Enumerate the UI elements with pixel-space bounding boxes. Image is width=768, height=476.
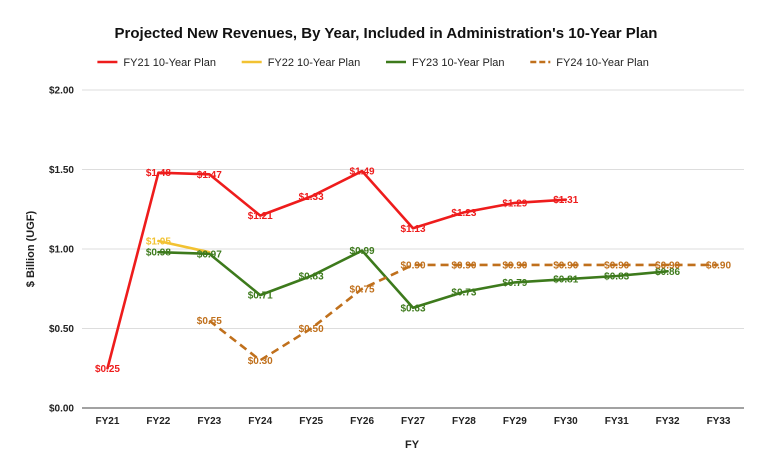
x-tick-label: FY28: [452, 416, 476, 427]
series-line: [106, 169, 568, 370]
data-label: $0.75: [350, 284, 375, 295]
data-label: $0.90: [553, 260, 578, 271]
data-label: $1.21: [248, 211, 273, 222]
x-tick-label: FY25: [299, 416, 323, 427]
series-lines: [106, 169, 719, 370]
series-line: [157, 249, 669, 310]
y-axis-title: $ Billion (UGF): [25, 210, 37, 287]
data-label: $0.71: [248, 291, 273, 302]
legend-label: FY24 10-Year Plan: [556, 57, 649, 69]
data-label: $0.90: [655, 260, 680, 271]
data-label: $1.23: [451, 208, 476, 219]
data-label: $0.73: [451, 287, 476, 298]
x-tick-label: FY21: [96, 416, 120, 427]
legend-label: FY21 10-Year Plan: [123, 57, 216, 69]
series-line: [157, 239, 211, 254]
x-tick-label: FY31: [605, 416, 629, 427]
y-tick-label: $1.00: [49, 245, 74, 256]
data-label: $0.90: [400, 260, 425, 271]
x-tick-label: FY32: [656, 416, 680, 427]
x-tick-label: FY29: [503, 416, 527, 427]
data-label: $1.49: [350, 167, 375, 178]
x-tick-label: FY30: [554, 416, 578, 427]
data-label: $1.47: [197, 170, 222, 181]
data-label: $0.25: [95, 364, 120, 375]
x-tick-label: FY33: [707, 416, 731, 427]
x-axis-title: FY: [405, 439, 420, 451]
data-label: $1.31: [553, 195, 578, 206]
data-label: $1.29: [502, 198, 527, 209]
data-label: $0.81: [553, 275, 578, 286]
legend-label: FY22 10-Year Plan: [268, 57, 361, 69]
data-label: $0.83: [604, 272, 629, 283]
y-tick-label: $1.50: [49, 165, 74, 176]
data-label: $0.79: [502, 278, 527, 289]
x-tick-label: FY27: [401, 416, 425, 427]
y-axis-ticks: $0.00 $0.50 $1.00 $1.50 $2.00: [49, 86, 74, 415]
legend-label: FY23 10-Year Plan: [412, 57, 505, 69]
data-label: $0.90: [604, 260, 629, 271]
gridlines: [82, 89, 744, 409]
data-label: $1.48: [146, 168, 171, 179]
data-label: $0.30: [248, 356, 273, 367]
data-label: $0.63: [400, 303, 425, 314]
y-tick-label: $0.50: [49, 324, 74, 335]
data-label: $0.50: [299, 324, 324, 335]
data-label: $1.13: [400, 224, 425, 235]
y-tick-label: $0.00: [49, 404, 74, 415]
data-label: $1.33: [299, 192, 324, 203]
data-label: $0.97: [197, 249, 222, 260]
y-tick-label: $2.00: [49, 86, 74, 97]
data-label: $0.55: [197, 316, 222, 327]
x-tick-label: FY23: [197, 416, 221, 427]
data-label: $0.90: [706, 260, 731, 271]
data-label: $1.05: [146, 237, 171, 248]
data-labels: $0.25 $1.48 $1.47 $1.21 $1.33 $1.49 $1.13 $1.23…: [95, 167, 732, 375]
x-tick-label: FY24: [248, 416, 272, 427]
x-axis-ticks: FY21 FY22 FY23 FY24 FY25 FY26 FY27 FY28 FY29 FY30…: [96, 416, 731, 427]
chart-title: Projected New Revenues, By Year, Include…: [115, 25, 658, 42]
data-label: $0.98: [146, 248, 171, 259]
x-tick-label: FY26: [350, 416, 374, 427]
series-line: [208, 263, 719, 362]
x-tick-label: FY22: [146, 416, 170, 427]
data-label: $0.83: [299, 272, 324, 283]
legend: FY21 10-Year Plan FY22 10-Year Plan FY23 1…: [97, 57, 649, 69]
data-label: $0.86: [655, 267, 680, 278]
data-label: $0.90: [502, 260, 527, 271]
data-label: $0.90: [451, 260, 476, 271]
data-label: $0.99: [350, 246, 375, 257]
